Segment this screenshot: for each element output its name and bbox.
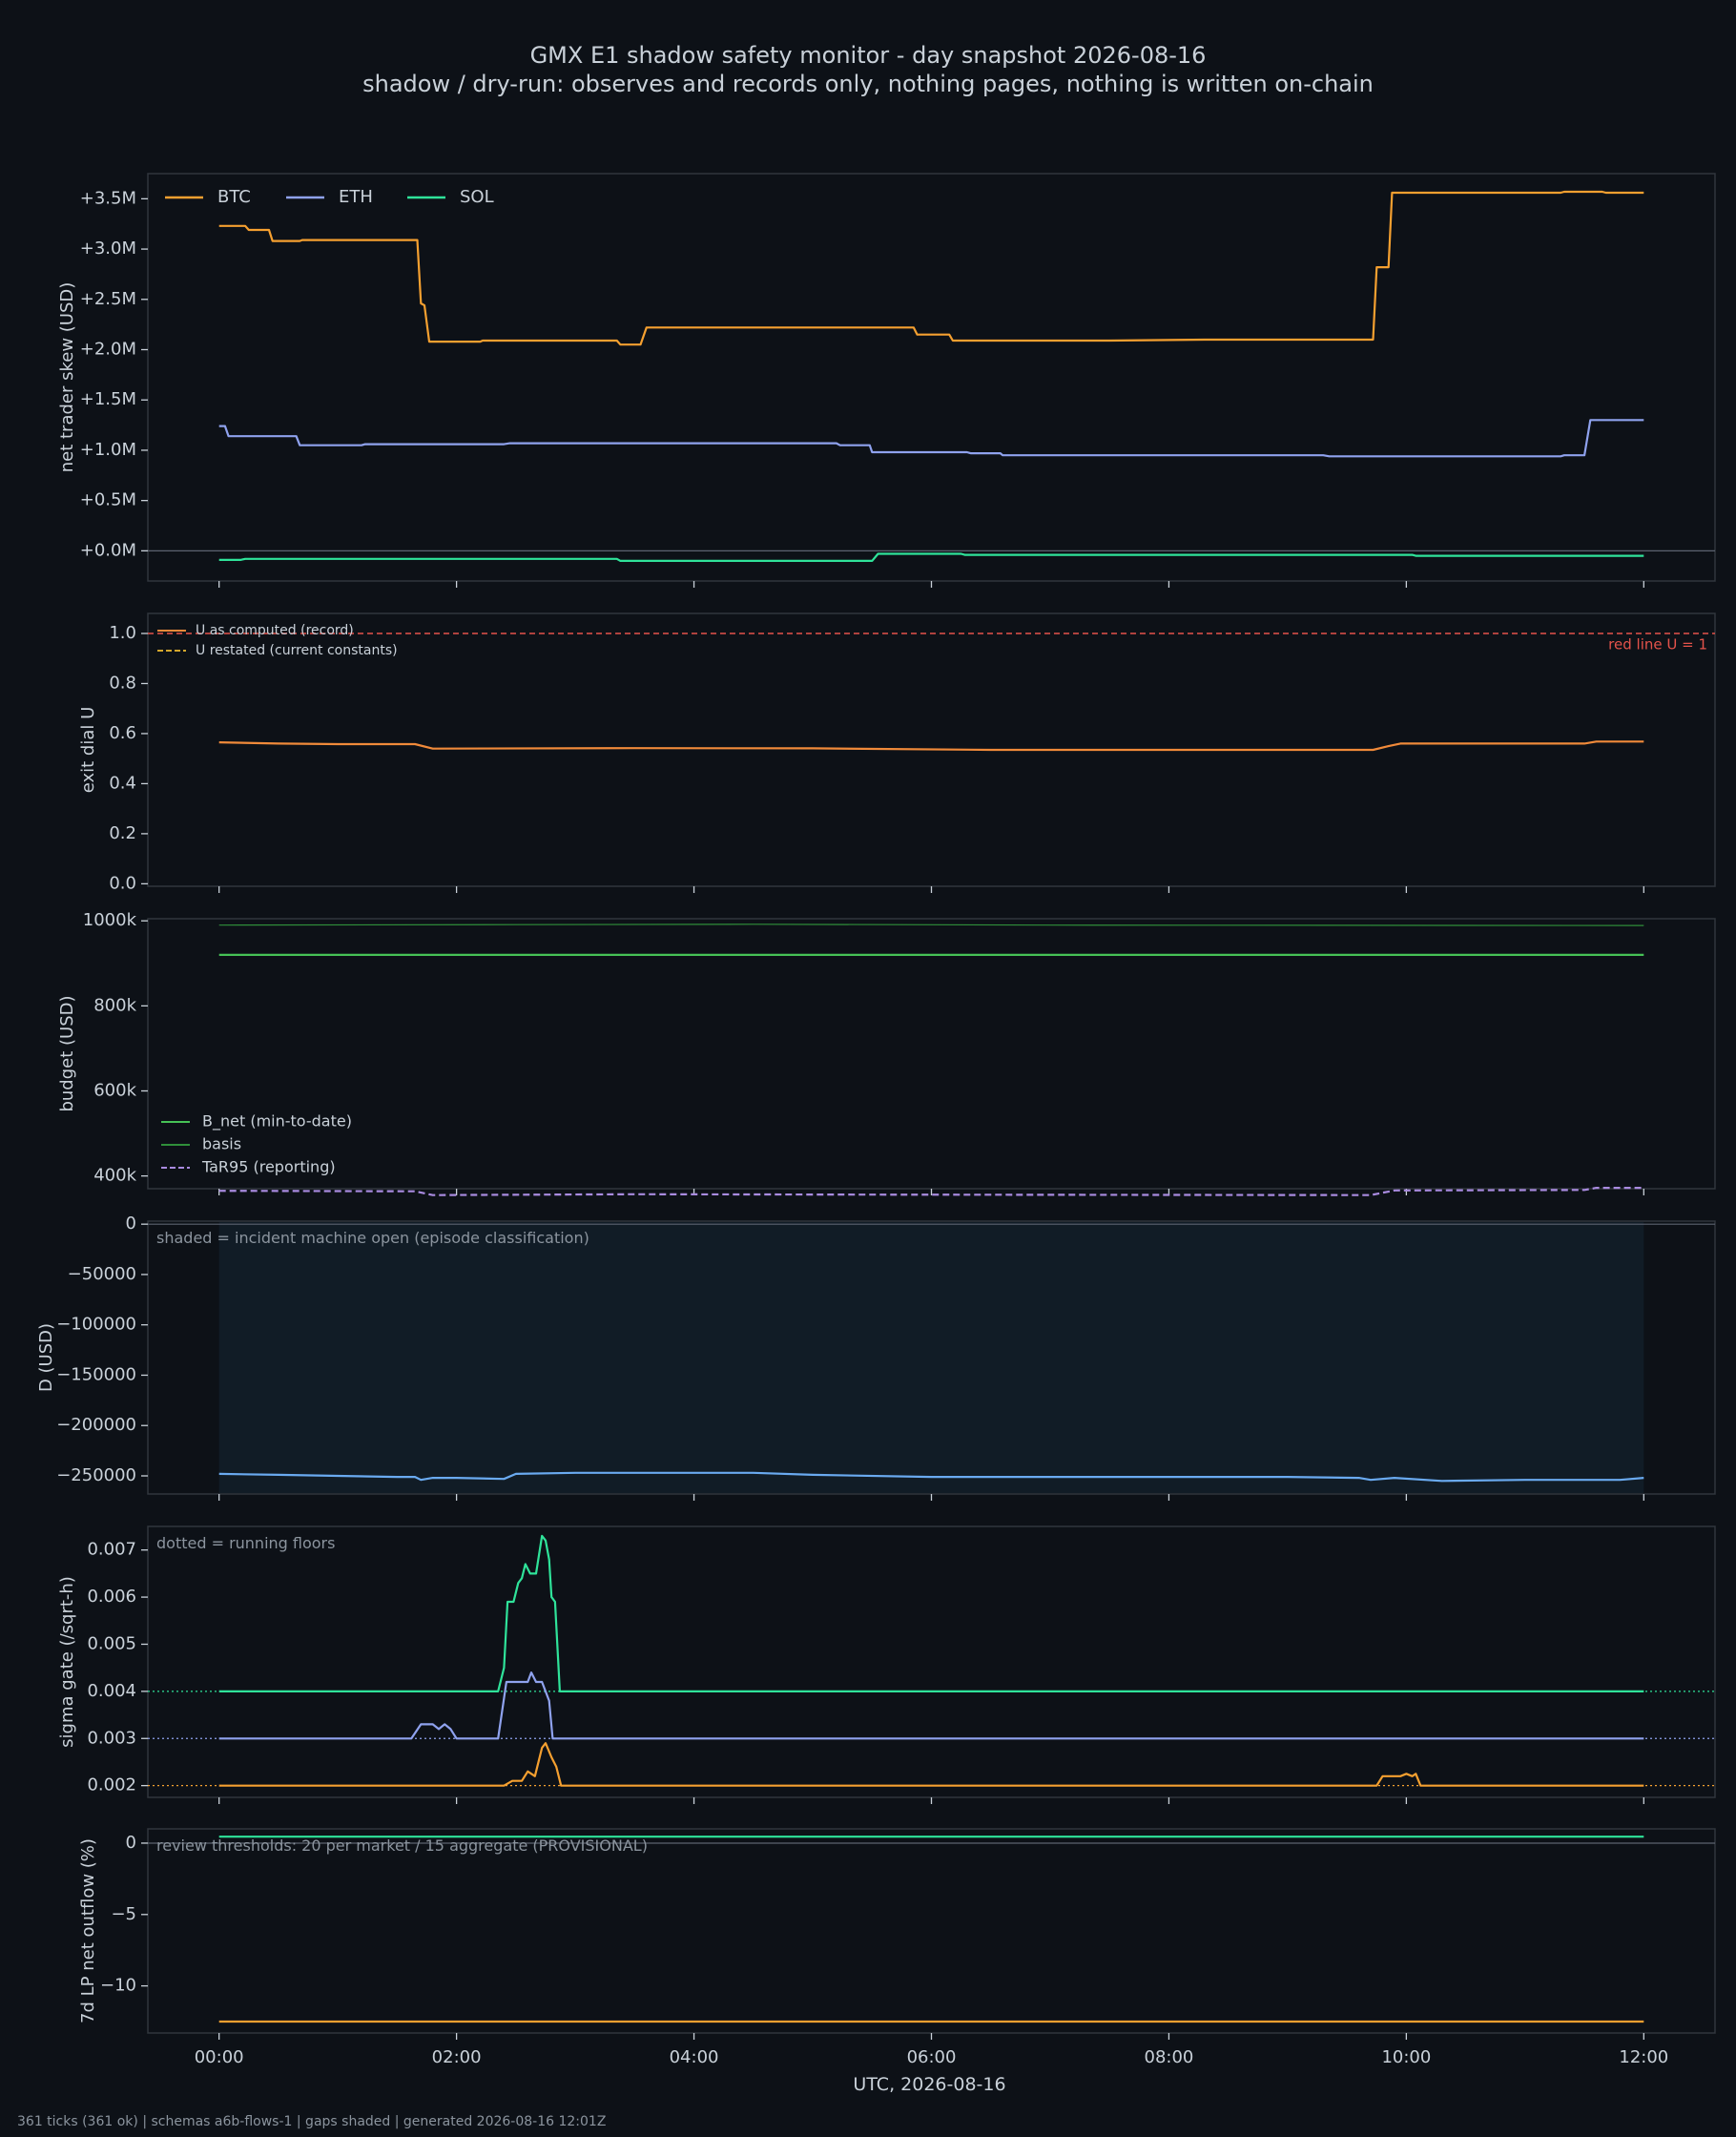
x-tick-label: 10:00 [1381,2047,1431,2067]
y-tick-label: 600k [93,1080,136,1100]
y-tick-label: −150000 [56,1364,136,1384]
series-line-basis [218,923,1644,926]
series-line-btc [218,190,1644,346]
y-tick-label: −5 [111,1904,136,1924]
y-tick-label: 0.002 [87,1775,136,1795]
series-line-btc [218,1742,1644,1787]
y-tick-label: 0.2 [109,823,136,843]
chart-title: GMX E1 shadow safety monitor - day snaps… [529,42,1207,69]
y-axis-label: exit dial U [78,707,98,794]
y-tick-label: 0.004 [87,1681,136,1701]
y-tick-label: +2.0M [80,340,136,360]
series-line-eth [218,419,1644,458]
legend-label: basis [202,1135,241,1153]
y-tick-label: 1.0 [109,623,136,643]
panel-annotation: shaded = incident machine open (episode … [156,1229,589,1247]
chart-panel-lp_outflow: 0 −5 −10 00:00 02:00 04:00 06:00 08:00 10:00 12:0… [78,1828,1716,2095]
y-axis-label: budget (USD) [57,995,77,1111]
series-line-u-as-computed-record- [218,740,1644,752]
y-tick-label: 400k [93,1166,136,1186]
legend-label: ETH [339,187,373,207]
x-tick-label: 06:00 [907,2047,957,2067]
series-line-tar95-reporting- [218,1187,1644,1196]
y-tick-label: +2.5M [80,289,136,309]
y-tick-label: 0.005 [87,1633,136,1653]
panel-annotation: review thresholds: 20 per market / 15 ag… [156,1836,648,1855]
y-tick-label: +3.5M [80,188,136,208]
red-line-label: red line U = 1 [1608,635,1707,653]
chart-panel-exit_dial: red line U = 1 0.0 0.2 0.4 0.6 0.8 1.0 exit dia… [78,612,1716,893]
y-tick-label: −250000 [56,1465,136,1485]
chart-panel-sigma_gate: 0.002 0.003 0.004 0.005 0.006 0.007 sigma gate… [57,1525,1716,1804]
y-tick-label: +0.0M [80,540,136,560]
y-tick-label: −200000 [56,1415,136,1435]
y-tick-label: 0.4 [109,773,136,793]
plot-frame [147,918,1716,1190]
x-tick-label: 04:00 [670,2047,719,2067]
panel-annotation: dotted = running floors [156,1534,335,1552]
y-axis-label: sigma gate (/sqrt-h) [57,1576,77,1748]
y-tick-label: 0.006 [87,1587,136,1607]
y-tick-label: +1.5M [80,389,136,409]
x-tick-label: 12:00 [1619,2047,1668,2067]
y-tick-label: −10 [100,1976,136,1996]
legend-label: U restated (current constants) [196,643,398,658]
x-tick-label: 02:00 [432,2047,482,2067]
y-tick-label: −100000 [56,1315,136,1335]
x-tick-label: 08:00 [1145,2047,1194,2067]
chart-panel-d_usd: 0 −50000 −100000 −150000 −200000 −250000 D (US… [36,1214,1716,1501]
y-tick-label: +1.0M [80,440,136,460]
y-tick-label: 0.0 [109,873,136,893]
legend-label: TaR95 (reporting) [201,1158,336,1176]
series-line-d [218,1471,1644,1483]
y-axis-label: net trader skew (USD) [57,282,77,473]
y-tick-label: 0.007 [87,1540,136,1560]
y-tick-label: 800k [93,995,136,1015]
chart-panel-skew: +0.0M +0.5M +1.0M +1.5M +2.0M +2.5M +3.0M +3.5M… [57,173,1716,588]
incident-shading [218,1222,1644,1493]
legend-label: U as computed (record) [196,623,354,638]
y-axis-label: 7d LP net outflow (%) [78,1838,98,2023]
legend-label: B_net (min-to-date) [202,1112,352,1131]
y-tick-label: −50000 [68,1264,136,1284]
y-tick-label: 0.003 [87,1728,136,1748]
y-tick-label: 1000k [83,910,137,930]
y-tick-label: 0 [126,1214,136,1234]
legend-label: BTC [217,187,251,207]
chart-panel-budget: 400k 600k 800k 1000k budget (USD) B_net (min-… [57,910,1716,1196]
y-tick-label: +0.5M [80,490,136,510]
y-tick-label: 0.6 [109,723,136,743]
plot-frame [147,173,1716,582]
plot-frame [147,1828,1716,2034]
series-line-sol [218,1534,1644,1692]
y-tick-label: 0 [126,1833,136,1853]
x-tick-label: 00:00 [195,2047,244,2067]
footer-note: 361 ticks (361 ok) | schemas a6b-flows-1… [17,2114,607,2129]
y-axis-label: D (USD) [36,1323,56,1392]
y-tick-label: 0.8 [109,673,136,693]
plot-frame [147,1525,1716,1798]
legend-label: SOL [460,187,494,207]
chart-subtitle: shadow / dry-run: observes and records o… [362,71,1374,97]
y-tick-label: +3.0M [80,239,136,259]
x-axis-label: UTC, 2026-08-16 [853,2074,1005,2095]
series-line-eth [218,1671,1644,1740]
series-line-sol [218,552,1644,562]
